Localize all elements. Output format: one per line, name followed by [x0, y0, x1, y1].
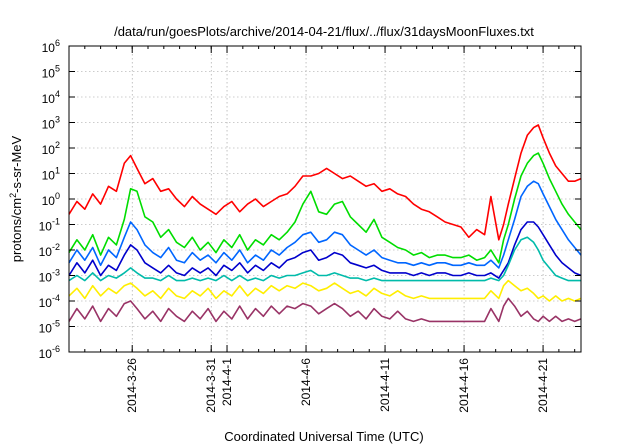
- y-tick-label: 10-5: [39, 319, 60, 336]
- x-tick-label: 2014-3-26: [125, 358, 139, 413]
- y-tick-label: 103: [42, 115, 60, 132]
- chart-title: /data/run/goesPlots/archive/2014-04-21/f…: [114, 24, 534, 39]
- y-axis-label: protons/cm2-s-sr-MeV: [8, 135, 24, 262]
- y-tick-label: 104: [42, 89, 60, 106]
- y-tick-label: 10-4: [39, 293, 60, 310]
- series-line-6: [68, 279, 582, 302]
- x-tick-label: 2014-4-16: [457, 358, 471, 413]
- y-axis-label-unit: -s-sr-MeV: [9, 135, 24, 192]
- x-axis-label: Coordinated Universal Time (UTC): [224, 429, 423, 444]
- y-tick-labels: 10-6 10-5 10-4 10-3 10-2 10-1 100 101 102 103 104 1…: [39, 38, 60, 361]
- series-line-5: [68, 236, 581, 282]
- x-tick-label: 2014-4-1: [220, 358, 234, 406]
- y-axis-label-superscript: 2: [8, 193, 18, 198]
- y-tick-label: 100: [42, 191, 60, 208]
- x-tick-label: 2014-4-6: [299, 358, 313, 406]
- x-tick-labels: 2014-3-26 2014-3-31 2014-4-1 2014-4-6 2014-4…: [125, 358, 550, 413]
- series-group: [68, 124, 582, 323]
- series-line-7: [68, 297, 582, 323]
- series-line-3: [68, 180, 582, 269]
- y-tick-label: 101: [42, 166, 60, 183]
- y-tick-label: 106: [42, 38, 60, 55]
- series-line-1: [68, 124, 582, 241]
- x-tick-label: 2014-4-21: [536, 358, 550, 413]
- y-tick-label: 102: [42, 140, 60, 157]
- y-tick-label: 10-1: [39, 217, 60, 234]
- series-line-4: [68, 221, 582, 279]
- axis-ticks: [68, 45, 581, 353]
- y-tick-label: 105: [42, 64, 60, 81]
- series-line-2: [68, 152, 582, 264]
- y-tick-label: 10-6: [39, 344, 60, 361]
- y-tick-label: 10-3: [39, 268, 60, 285]
- x-tick-label: 2014-3-31: [204, 358, 218, 413]
- y-axis-label-main: protons/cm: [9, 198, 24, 262]
- x-tick-label: 2014-4-11: [378, 358, 392, 412]
- y-tick-label: 10-2: [39, 242, 60, 259]
